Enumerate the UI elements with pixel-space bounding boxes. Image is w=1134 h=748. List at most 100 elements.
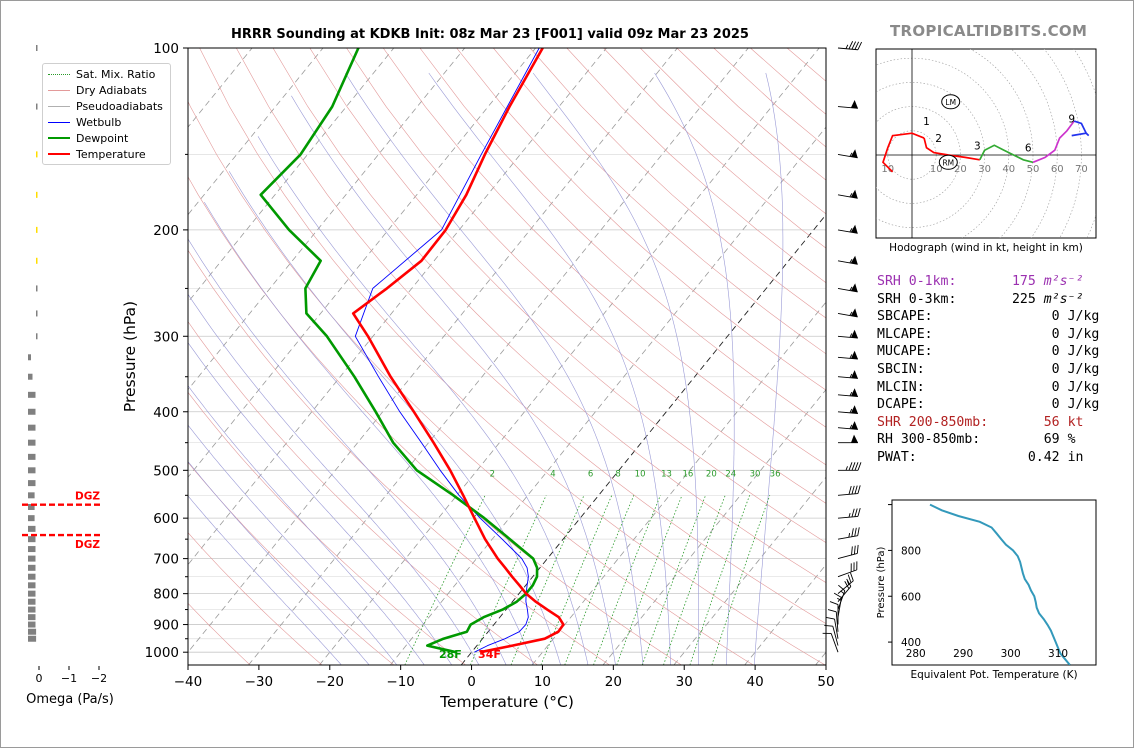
omega-bar <box>28 453 36 460</box>
legend-entry-dewpoint: Dewpoint <box>43 130 170 146</box>
wind-barb <box>829 601 839 625</box>
theta-e-y-axis-label: Pressure (hPa) <box>876 547 887 619</box>
dry-adiabat-line <box>493 48 826 355</box>
dry-adiabat-line <box>382 48 826 466</box>
mixing-ratio-label: 16 <box>682 470 693 480</box>
wind-barb-flag <box>850 405 858 414</box>
storm-motion-label: RM <box>942 158 954 167</box>
omega-bar <box>28 480 36 487</box>
isotherm-line <box>602 389 826 665</box>
stat-unit: J/kg <box>1059 379 1100 395</box>
wind-barb-flag <box>851 434 858 443</box>
legend-entry-temperature: Temperature <box>43 146 170 162</box>
mixing-ratio-line <box>540 495 613 665</box>
wind-barb-staff <box>837 597 842 618</box>
omega-bar <box>28 467 36 474</box>
legend-entry-dry-adiabats: Dry Adiabats <box>43 82 170 98</box>
chart-title: HRRR Sounding at KDKB Init: 08z Mar 23 [… <box>231 27 749 42</box>
legend-label: Sat. Mix. Ratio <box>76 67 156 81</box>
x-tick-label: −20 <box>316 674 345 690</box>
stat-row: MLCAPE: 0 J/kg <box>877 326 1099 344</box>
wind-barb-flag <box>850 308 858 317</box>
stat-value: 0.42 <box>996 449 1060 465</box>
wind-barb-staff <box>837 47 858 51</box>
stat-label: MLCAPE: <box>877 326 997 342</box>
wind-barb-staff <box>837 260 858 265</box>
hodograph-ring-label: 60 <box>1051 164 1064 175</box>
wind-barb-flag <box>850 189 858 199</box>
temperature-line <box>351 48 565 654</box>
wind-barb <box>833 592 842 618</box>
storm-motion-label: LM <box>945 98 956 107</box>
legend-swatch <box>48 121 70 123</box>
hodograph-ring-label: 10 <box>881 164 894 175</box>
stat-row: MLCIN: 0 J/kg <box>877 379 1099 397</box>
wind-barb <box>837 255 858 265</box>
wind-barb-half <box>840 590 845 594</box>
dry-adiabat-line <box>188 391 466 665</box>
mixing-ratio-line <box>689 495 750 665</box>
omega-bar <box>28 391 36 398</box>
moist-adiabat-line <box>428 72 671 665</box>
wind-barb <box>827 609 839 632</box>
mixing-ratio-label: 30 <box>750 470 761 480</box>
wind-barb-full <box>838 584 846 592</box>
wind-barb-half <box>848 532 851 538</box>
wind-barb-staff <box>837 586 852 603</box>
wind-barb-flag <box>850 350 858 360</box>
isotherm-line <box>319 48 820 665</box>
wind-barb-staff <box>837 356 858 360</box>
omega-axis-label: Omega (Pa/s) <box>26 692 114 707</box>
storm-motion-marker <box>941 94 961 110</box>
wind-barb <box>826 617 839 639</box>
wind-barb-full <box>854 527 857 537</box>
omega-x-tick-label: −1 <box>61 672 77 685</box>
stat-label: SRH 0-1km: <box>877 274 997 289</box>
isotherm-line <box>188 48 678 653</box>
wind-barb-full <box>851 41 857 50</box>
y-tick-label: 900 <box>153 618 179 634</box>
wind-barb-full <box>848 41 854 50</box>
wind-barb-full <box>826 617 835 620</box>
legend-swatch <box>48 137 70 139</box>
stat-unit: m²s⁻² <box>1035 274 1084 289</box>
stat-label: RH 300-850mb: <box>877 432 997 448</box>
dry-adiabat-line <box>529 48 826 319</box>
wind-barb-full <box>851 528 854 537</box>
omega-bar <box>28 582 36 589</box>
omega-bar <box>28 635 37 642</box>
isotherm-line <box>188 48 536 478</box>
hodograph-ring-label: 40 <box>1002 164 1015 175</box>
isotherm-line <box>188 48 324 216</box>
x-tick-label: 20 <box>605 674 622 690</box>
hodograph-ring-label: 30 <box>978 164 991 175</box>
stat-label: SHR 200-850mb: <box>877 414 997 430</box>
dry-adiabat-line <box>346 48 826 504</box>
wind-barb-half <box>849 373 853 378</box>
stat-row: DCAPE: 0 J/kg <box>877 396 1099 414</box>
dry-adiabat-line <box>188 249 610 665</box>
wind-barb-full <box>857 41 863 50</box>
stat-label: SBCAPE: <box>877 309 997 325</box>
stat-unit: m²s⁻² <box>1035 291 1084 307</box>
y-tick-label: 800 <box>153 587 179 603</box>
wind-barb-full <box>824 624 833 627</box>
wind-barb <box>838 462 862 471</box>
chart-legend: Sat. Mix. Ratio Dry Adiabats Pseudoadiab… <box>42 63 171 165</box>
mixing-ratio-line <box>510 495 585 665</box>
hodograph-trace <box>1071 120 1090 137</box>
mixing-ratio-label: 36 <box>770 470 781 480</box>
wind-barb-full <box>827 609 837 613</box>
x-tick-label: −40 <box>174 674 203 690</box>
stat-row: SRH 0-3km: 225 m²s⁻² <box>877 291 1099 309</box>
wind-barb-full <box>854 508 858 517</box>
moist-adiabat-line <box>654 72 735 665</box>
wind-barb <box>837 370 858 379</box>
x-tick-label: −10 <box>386 674 415 690</box>
omega-bar <box>28 590 36 597</box>
hodograph-height-label: 3 <box>974 140 981 152</box>
omega-x-tick-label: 0 <box>36 672 43 685</box>
x-tick-label: 30 <box>676 674 693 690</box>
stat-unit: kt <box>1059 414 1084 430</box>
